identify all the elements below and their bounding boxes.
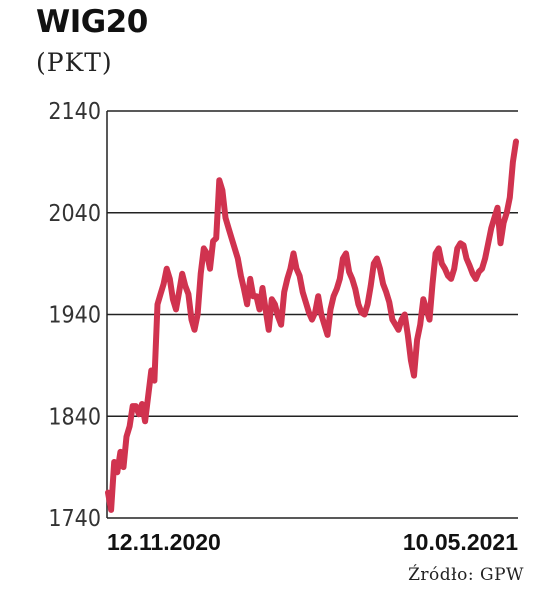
chart-unit: (PKT) xyxy=(36,48,113,77)
y-tick-label: 2040 xyxy=(48,201,101,227)
series-group xyxy=(105,138,519,513)
source-note: Źródło: GPW xyxy=(408,565,524,585)
y-tick-label: 1840 xyxy=(48,404,101,430)
series-line-wig20 xyxy=(105,138,519,513)
chart-title: WIG20 xyxy=(36,4,148,40)
x-tick-label: 10.05.2021 xyxy=(403,529,518,555)
x-tick-label: 12.11.2020 xyxy=(107,529,221,555)
x-axis: 12.11.2020 10.05.2021 xyxy=(107,529,518,555)
y-tick-label: 1940 xyxy=(48,303,101,329)
y-axis: 2140 2040 1940 1840 1740 xyxy=(48,99,108,532)
y-tick-label: 2140 xyxy=(48,99,101,125)
y-tick-label: 1740 xyxy=(48,506,101,532)
